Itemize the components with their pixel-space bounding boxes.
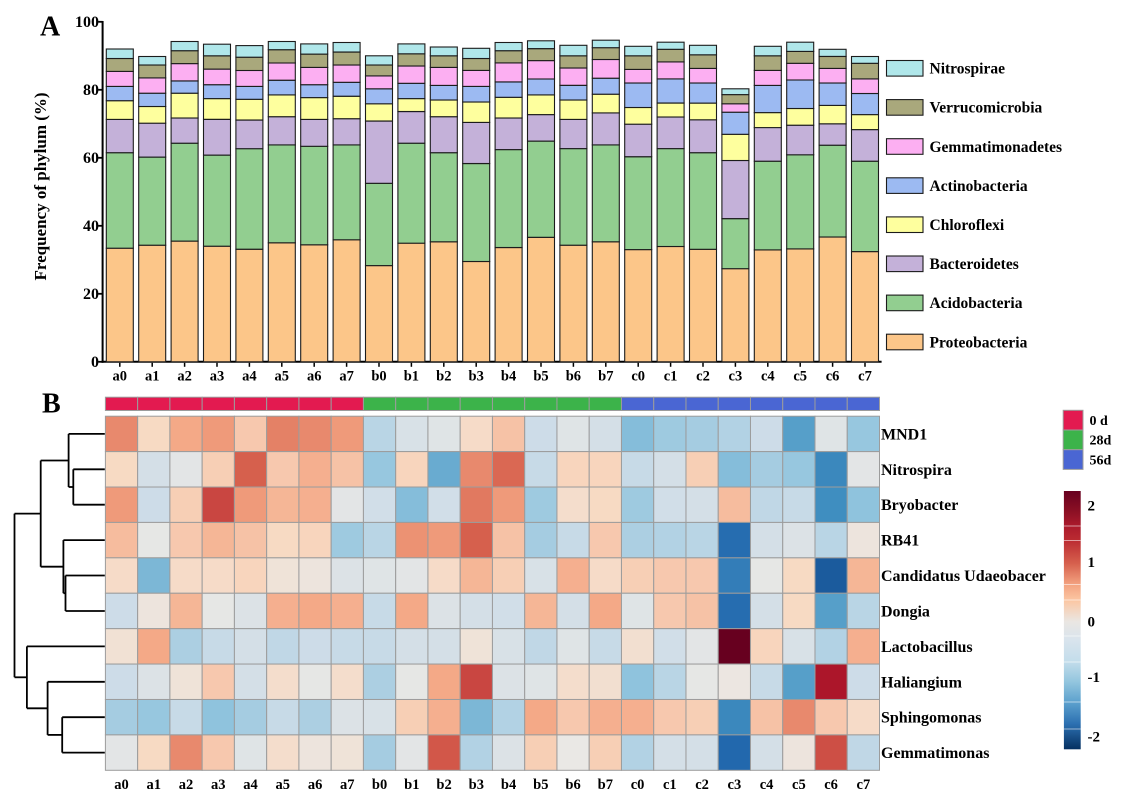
svg-text:Lactobacillus: Lactobacillus: [881, 639, 973, 656]
svg-text:1: 1: [1088, 555, 1096, 571]
svg-text:c7: c7: [857, 777, 871, 793]
svg-text:a7: a7: [340, 777, 355, 793]
svg-text:-1: -1: [1088, 670, 1101, 686]
svg-text:Verrucomicrobia: Verrucomicrobia: [930, 100, 1043, 117]
svg-text:c2: c2: [696, 369, 710, 385]
svg-text:A: A: [40, 12, 61, 43]
svg-text:a0: a0: [114, 777, 129, 793]
svg-text:c1: c1: [663, 777, 677, 793]
svg-text:a4: a4: [242, 369, 257, 385]
svg-text:c4: c4: [761, 369, 775, 385]
svg-text:Chloroflexi: Chloroflexi: [930, 217, 1005, 234]
svg-text:MND1: MND1: [881, 426, 927, 443]
svg-text:a7: a7: [339, 369, 354, 385]
svg-text:c3: c3: [728, 777, 742, 793]
svg-text:c6: c6: [826, 369, 840, 385]
svg-text:a1: a1: [147, 777, 162, 793]
svg-text:Nitrospira: Nitrospira: [881, 462, 952, 479]
svg-text:40: 40: [83, 218, 99, 235]
svg-text:Proteobacteria: Proteobacteria: [930, 334, 1028, 351]
svg-text:c2: c2: [695, 777, 709, 793]
svg-text:Dongia: Dongia: [881, 604, 930, 621]
svg-text:b3: b3: [469, 777, 484, 793]
svg-text:Nitrospirae: Nitrospirae: [930, 61, 1006, 78]
svg-text:60: 60: [83, 150, 99, 167]
svg-text:c0: c0: [631, 369, 645, 385]
svg-text:a5: a5: [275, 369, 290, 385]
svg-text:Actinobacteria: Actinobacteria: [930, 178, 1028, 195]
svg-text:c3: c3: [729, 369, 743, 385]
svg-text:a2: a2: [179, 777, 194, 793]
svg-text:56d: 56d: [1090, 453, 1112, 468]
svg-text:100: 100: [75, 14, 99, 31]
svg-text:c0: c0: [631, 777, 645, 793]
svg-text:B: B: [42, 389, 61, 420]
svg-text:20: 20: [83, 286, 99, 303]
svg-text:c6: c6: [824, 777, 838, 793]
svg-text:Gemmatimonadetes: Gemmatimonadetes: [930, 139, 1063, 156]
svg-text:b5: b5: [533, 777, 548, 793]
svg-text:a5: a5: [276, 777, 291, 793]
svg-text:Frequency of phylum (%): Frequency of phylum (%): [31, 92, 50, 280]
svg-text:Bacteroidetes: Bacteroidetes: [930, 256, 1019, 273]
svg-text:Gemmatimonas: Gemmatimonas: [881, 745, 989, 762]
svg-text:28d: 28d: [1090, 434, 1112, 449]
svg-text:b2: b2: [436, 369, 451, 385]
svg-text:Bryobacter: Bryobacter: [881, 497, 958, 514]
svg-text:a6: a6: [307, 369, 322, 385]
svg-text:b0: b0: [371, 369, 386, 385]
svg-text:Acidobacteria: Acidobacteria: [930, 295, 1023, 312]
svg-text:Candidatus Udaeobacer: Candidatus Udaeobacer: [881, 568, 1046, 585]
svg-text:a0: a0: [113, 369, 128, 385]
svg-text:a3: a3: [210, 369, 225, 385]
svg-text:b6: b6: [565, 777, 580, 793]
svg-text:0: 0: [91, 354, 99, 371]
svg-text:c7: c7: [858, 369, 872, 385]
svg-text:b0: b0: [372, 777, 387, 793]
svg-text:2: 2: [1088, 499, 1096, 515]
svg-text:b5: b5: [533, 369, 548, 385]
svg-text:b4: b4: [501, 369, 516, 385]
svg-text:0 d: 0 d: [1090, 414, 1109, 429]
svg-text:0: 0: [1088, 615, 1096, 631]
svg-text:b7: b7: [598, 369, 613, 385]
svg-text:b3: b3: [469, 369, 484, 385]
svg-text:b1: b1: [404, 369, 419, 385]
svg-text:a6: a6: [308, 777, 323, 793]
svg-text:Sphingomonas: Sphingomonas: [881, 710, 982, 727]
svg-text:a2: a2: [177, 369, 192, 385]
svg-text:b6: b6: [566, 369, 581, 385]
svg-text:RB41: RB41: [881, 533, 919, 550]
svg-text:80: 80: [83, 82, 99, 99]
svg-text:b2: b2: [436, 777, 451, 793]
svg-text:c1: c1: [664, 369, 678, 385]
svg-text:-2: -2: [1088, 730, 1101, 746]
svg-text:c5: c5: [792, 777, 806, 793]
svg-text:a1: a1: [145, 369, 160, 385]
svg-text:c5: c5: [793, 369, 807, 385]
svg-text:b4: b4: [501, 777, 516, 793]
svg-text:c4: c4: [760, 777, 774, 793]
svg-text:a3: a3: [211, 777, 226, 793]
svg-text:b1: b1: [404, 777, 419, 793]
svg-text:Haliangium: Haliangium: [881, 674, 963, 691]
svg-text:b7: b7: [598, 777, 613, 793]
svg-text:a4: a4: [243, 777, 258, 793]
